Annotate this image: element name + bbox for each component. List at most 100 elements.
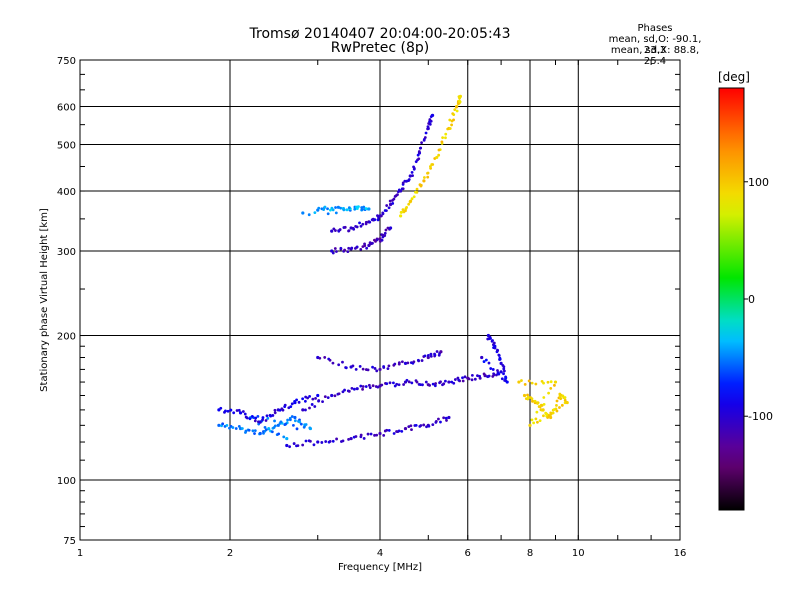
echo-point bbox=[299, 422, 303, 426]
echo-point bbox=[549, 380, 553, 384]
echo-point bbox=[492, 372, 496, 376]
echo-point bbox=[347, 229, 351, 232]
echo-point bbox=[311, 397, 315, 401]
echo-point bbox=[452, 118, 455, 122]
echo-point bbox=[235, 409, 239, 412]
echo-point bbox=[444, 132, 448, 136]
echo-point bbox=[457, 378, 461, 382]
echo-point bbox=[505, 380, 509, 384]
echo-point bbox=[439, 350, 443, 354]
echo-point bbox=[530, 397, 534, 401]
echo-point bbox=[333, 394, 337, 398]
echo-point bbox=[426, 125, 430, 129]
echo-point bbox=[397, 429, 401, 433]
echo-point bbox=[382, 433, 386, 437]
echo-point bbox=[376, 214, 379, 218]
echo-point bbox=[253, 419, 257, 423]
echo-point bbox=[453, 378, 457, 381]
echo-point bbox=[540, 379, 544, 383]
echo-point bbox=[221, 422, 225, 426]
echo-point bbox=[253, 429, 257, 433]
echo-point bbox=[553, 383, 556, 387]
echo-point bbox=[403, 361, 408, 365]
echo-point bbox=[358, 221, 361, 225]
echo-point bbox=[555, 399, 559, 403]
echo-point bbox=[310, 403, 314, 406]
echo-point bbox=[428, 118, 432, 121]
echo-point bbox=[496, 372, 500, 376]
echo-point bbox=[412, 165, 415, 169]
echo-point bbox=[388, 226, 393, 230]
echo-point bbox=[415, 380, 419, 384]
echo-point bbox=[442, 382, 446, 386]
echo-point bbox=[288, 418, 292, 422]
echo-point bbox=[292, 442, 296, 445]
echo-point bbox=[558, 406, 561, 409]
echo-point bbox=[403, 426, 408, 431]
echo-point bbox=[273, 408, 277, 412]
echo-point bbox=[270, 430, 274, 434]
echo-point bbox=[480, 355, 484, 360]
echo-point bbox=[531, 399, 534, 403]
echo-point bbox=[308, 426, 313, 431]
echo-point bbox=[361, 385, 365, 388]
echo-point bbox=[365, 246, 369, 250]
echo-point bbox=[355, 387, 359, 391]
echo-point bbox=[498, 358, 501, 361]
echo-point bbox=[412, 360, 416, 364]
echo-point bbox=[383, 231, 387, 235]
echo-point bbox=[339, 206, 343, 210]
echo-point bbox=[331, 208, 335, 212]
echo-point bbox=[555, 409, 559, 413]
echo-point bbox=[478, 376, 482, 380]
chart-title: Tromsø 20140407 20:04:00-20:05:43 bbox=[249, 26, 511, 42]
echo-point bbox=[347, 246, 351, 250]
echo-point bbox=[448, 127, 452, 130]
echo-point bbox=[304, 439, 308, 443]
echo-point bbox=[321, 400, 324, 404]
echo-point bbox=[292, 424, 295, 427]
echo-point bbox=[224, 409, 227, 413]
echo-point bbox=[534, 382, 538, 386]
echo-point bbox=[409, 424, 413, 428]
echo-point bbox=[373, 433, 376, 437]
echo-point bbox=[429, 352, 433, 356]
echo-point bbox=[549, 387, 553, 390]
echo-point bbox=[426, 175, 430, 179]
echo-point bbox=[343, 248, 347, 252]
echo-point bbox=[343, 225, 347, 229]
echo-point bbox=[261, 418, 264, 422]
echo-point bbox=[544, 412, 548, 415]
echo-point bbox=[473, 377, 477, 381]
echo-point bbox=[371, 365, 374, 369]
echo-point bbox=[401, 187, 405, 191]
echo-point bbox=[420, 141, 423, 145]
echo-point bbox=[439, 380, 442, 384]
echo-point bbox=[343, 388, 346, 392]
echo-point bbox=[428, 122, 432, 126]
echo-point bbox=[433, 353, 437, 357]
echo-point bbox=[380, 214, 383, 218]
echo-point bbox=[353, 207, 357, 211]
echo-point bbox=[534, 417, 538, 421]
echo-point bbox=[281, 408, 285, 412]
echo-point bbox=[470, 378, 474, 382]
echo-point bbox=[536, 420, 539, 424]
y-tick-label: 750 bbox=[57, 56, 76, 67]
echo-point bbox=[428, 383, 432, 387]
echo-point bbox=[458, 94, 463, 98]
echo-point bbox=[434, 382, 438, 385]
echo-point bbox=[316, 440, 320, 444]
echo-point bbox=[363, 242, 366, 246]
x-tick-label: 10 bbox=[572, 548, 585, 559]
echo-point bbox=[546, 416, 550, 419]
echo-point bbox=[258, 431, 262, 436]
chart-subtitle: RwPretec (8p) bbox=[330, 40, 430, 56]
echo-point bbox=[422, 179, 426, 183]
echo-point bbox=[375, 238, 379, 242]
echo-point bbox=[286, 418, 290, 422]
echo-point bbox=[407, 202, 411, 206]
echo-point bbox=[431, 163, 435, 166]
echo-point bbox=[417, 359, 421, 363]
